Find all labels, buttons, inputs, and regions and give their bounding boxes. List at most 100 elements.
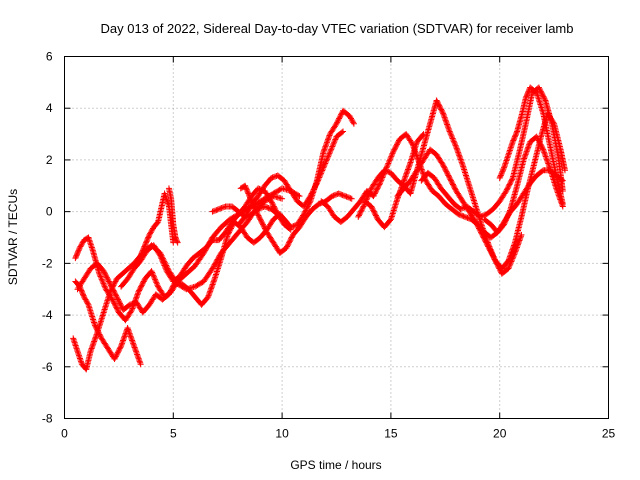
data-point <box>406 160 413 167</box>
data-point <box>167 288 174 295</box>
data-point <box>132 345 139 352</box>
data-point <box>139 248 146 255</box>
data-point <box>355 212 362 219</box>
x-tick-label: 0 <box>61 427 68 441</box>
data-point <box>441 114 448 121</box>
data-point <box>176 280 183 287</box>
data-point <box>375 184 382 191</box>
data-point <box>477 229 484 236</box>
data-point <box>253 208 260 215</box>
data-point <box>371 191 378 198</box>
data-point <box>481 237 488 244</box>
data-point <box>317 171 324 178</box>
data-point <box>535 137 542 144</box>
series-track-n <box>418 84 566 220</box>
data-point <box>347 195 354 202</box>
data-point <box>514 241 521 248</box>
data-point <box>210 208 217 215</box>
data-point <box>290 223 297 230</box>
data-point <box>504 213 511 220</box>
data-point <box>526 141 533 148</box>
data-point <box>102 271 109 278</box>
data-point <box>338 111 345 118</box>
data-point <box>338 129 345 136</box>
data-point <box>498 171 505 178</box>
data-point <box>502 189 509 196</box>
data-point <box>463 214 470 221</box>
data-point <box>263 228 270 235</box>
data-point <box>135 354 142 361</box>
data-point <box>174 239 181 246</box>
data-point <box>545 161 552 168</box>
data-point <box>524 90 531 97</box>
data-point <box>221 203 228 210</box>
data-point <box>254 209 261 216</box>
data-point <box>131 344 138 351</box>
x-tick-label: 15 <box>384 427 398 441</box>
data-point <box>212 260 219 267</box>
data-point <box>325 135 332 142</box>
data-point <box>72 255 79 262</box>
data-point <box>208 284 215 291</box>
data-point <box>328 146 335 153</box>
data-point <box>360 203 367 210</box>
data-point <box>505 184 512 191</box>
data-point <box>78 242 85 249</box>
data-point <box>99 279 106 286</box>
data-point <box>331 137 338 144</box>
data-point <box>88 346 95 353</box>
data-point <box>436 102 443 109</box>
data-point <box>91 338 98 345</box>
y-tick-label: -4 <box>42 308 53 322</box>
data-point <box>113 293 120 300</box>
data-point <box>449 181 456 188</box>
data-point <box>284 243 291 250</box>
data-point <box>507 252 514 259</box>
data-point <box>387 154 394 161</box>
data-point <box>129 337 136 344</box>
data-point <box>348 116 355 123</box>
chart-title: Day 013 of 2022, Sidereal Day-to-day VTE… <box>100 21 573 36</box>
data-point <box>376 181 383 188</box>
data-point <box>509 246 516 253</box>
data-point <box>108 283 115 290</box>
data-point <box>499 168 506 175</box>
data-point <box>419 167 426 174</box>
data-point <box>256 213 263 220</box>
data-point <box>502 218 509 225</box>
data-point <box>161 262 168 269</box>
data-point <box>145 233 152 240</box>
data-point <box>210 278 217 285</box>
data-point <box>515 238 522 245</box>
data-point <box>322 160 329 167</box>
data-point <box>76 244 83 251</box>
data-point <box>218 205 225 212</box>
data-point <box>321 161 328 168</box>
data-point <box>383 168 390 175</box>
data-point <box>128 308 135 315</box>
data-point <box>73 252 80 259</box>
data-point <box>404 166 411 173</box>
data-point <box>314 178 321 185</box>
data-point <box>498 169 505 176</box>
data-point <box>112 353 119 360</box>
data-point <box>523 149 530 156</box>
data-point <box>473 220 480 227</box>
data-point <box>445 125 452 132</box>
data-point <box>159 258 166 265</box>
data-point <box>543 154 550 161</box>
data-point <box>214 206 221 213</box>
data-point <box>243 185 250 192</box>
data-point <box>126 330 133 337</box>
data-point <box>148 268 155 275</box>
data-point <box>397 185 404 192</box>
data-point <box>334 118 341 125</box>
data-point <box>367 186 374 193</box>
data-point <box>109 284 116 291</box>
data-point <box>72 253 79 260</box>
data-point <box>107 281 114 288</box>
data-point <box>89 344 96 351</box>
data-point <box>93 325 100 331</box>
data-point <box>390 147 397 154</box>
data-point <box>126 301 133 308</box>
